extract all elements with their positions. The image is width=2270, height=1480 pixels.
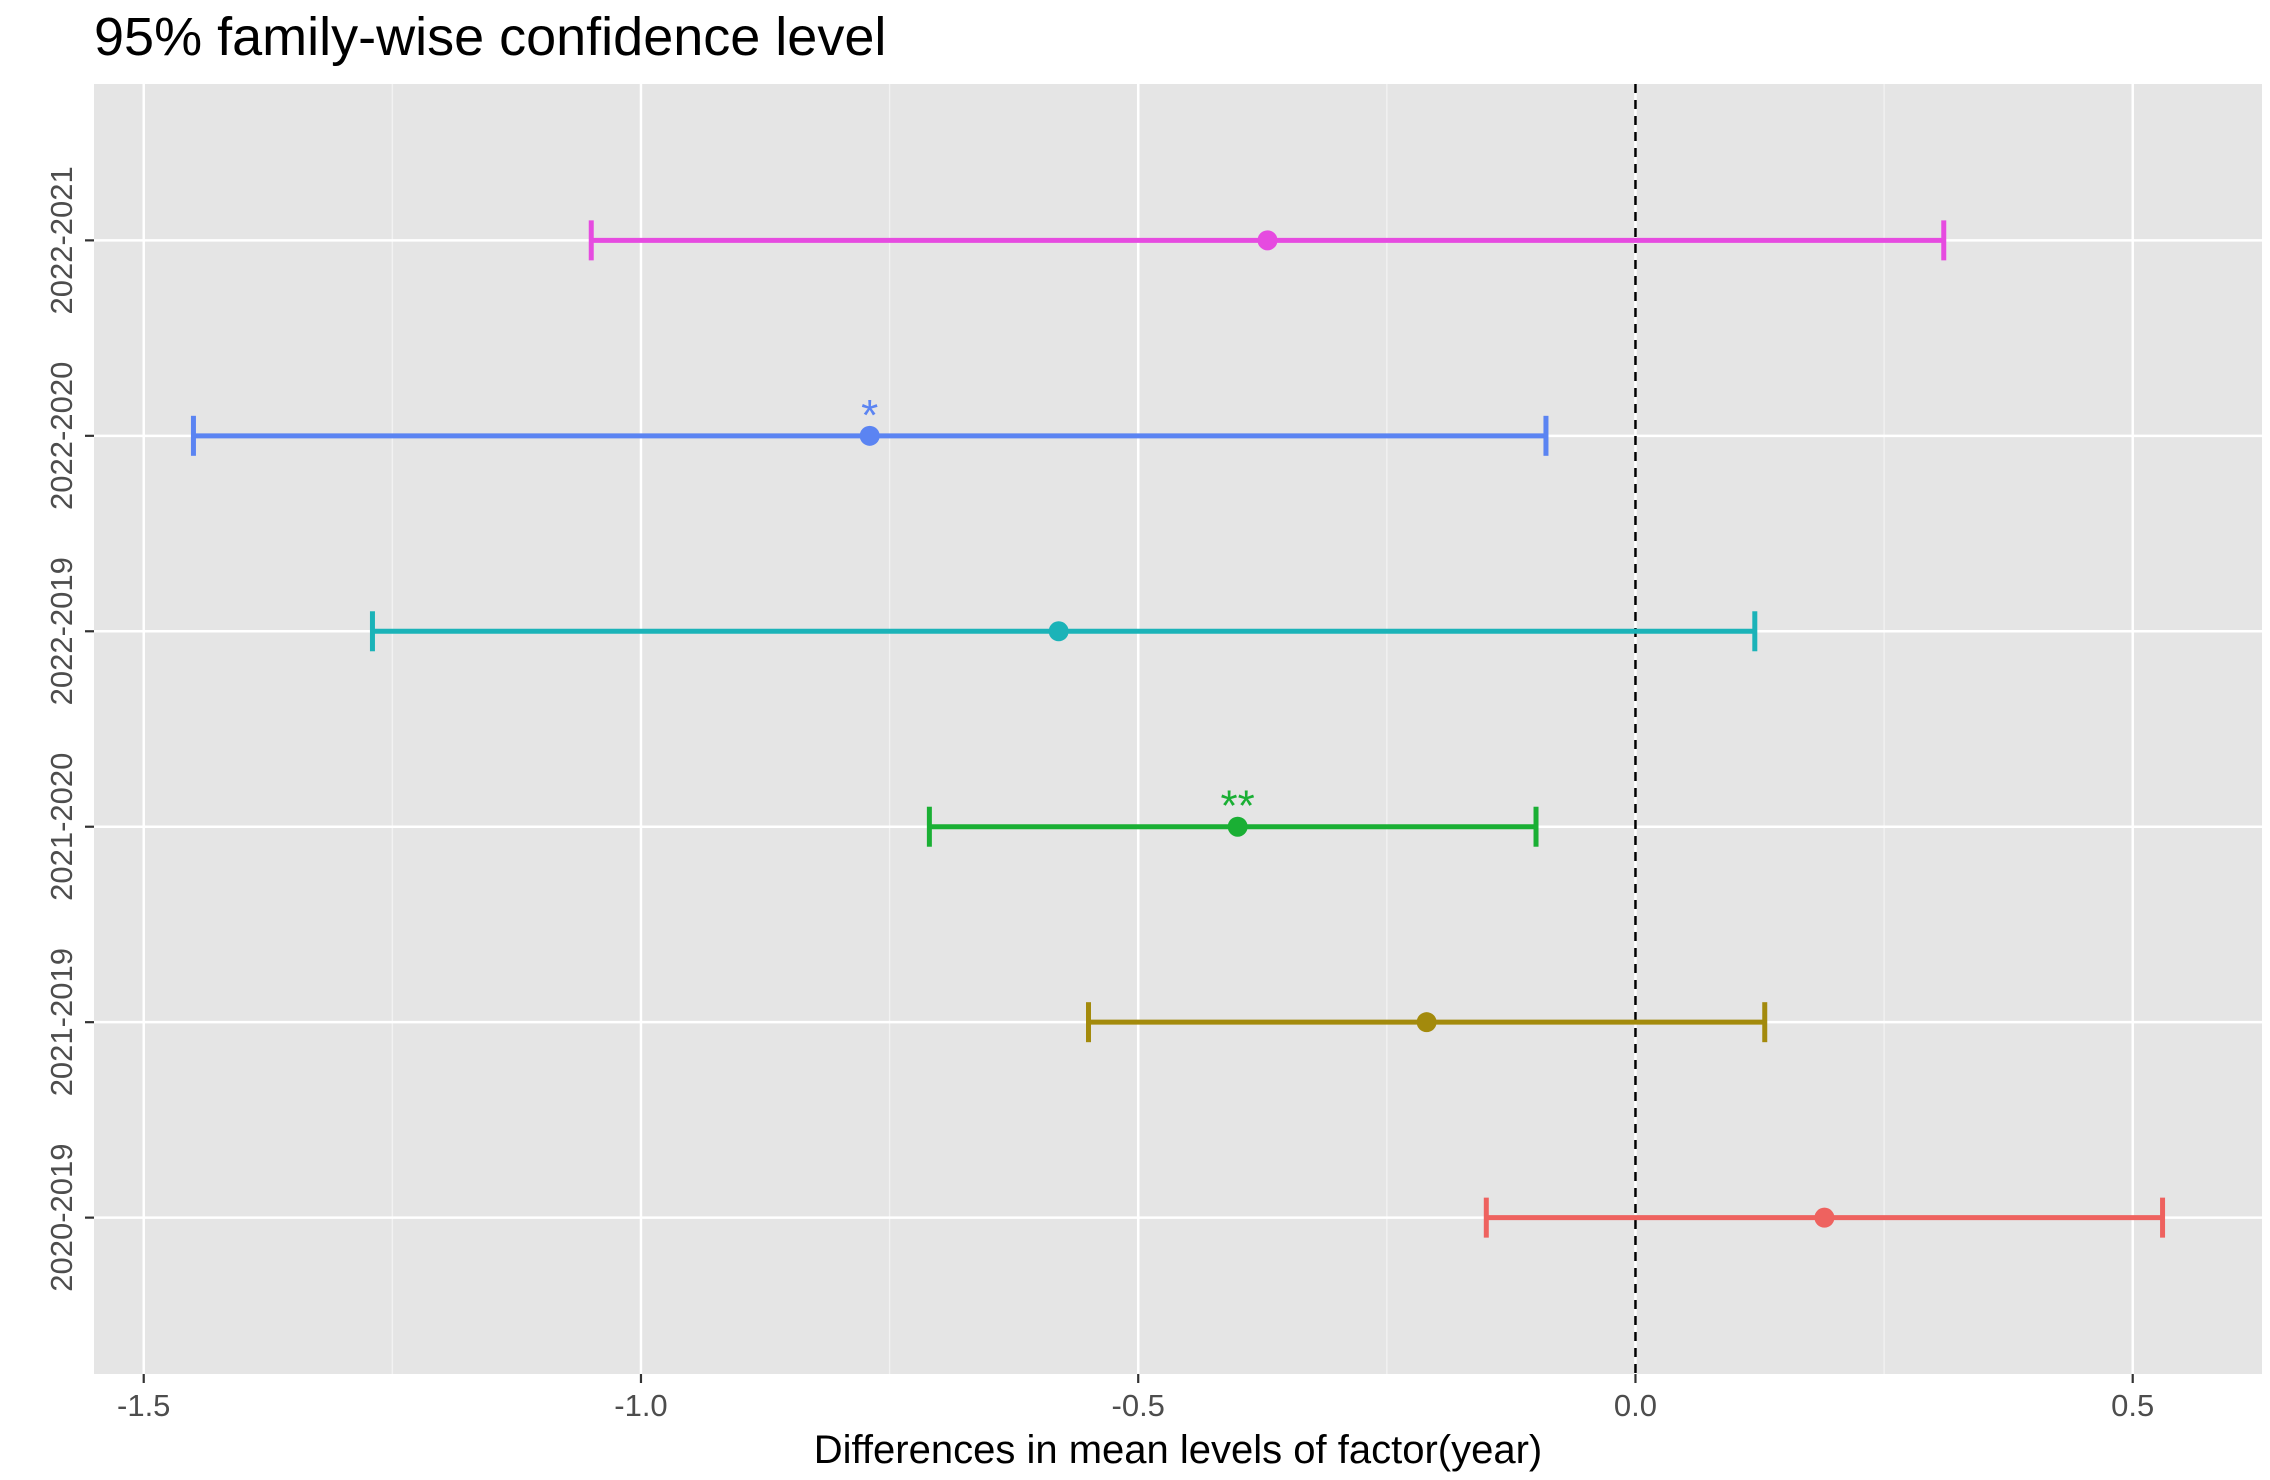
confidence-intervals: ***: [190, 220, 2166, 1238]
x-tick-label: -0.5: [1112, 1388, 1165, 1423]
minor-gridlines: [391, 84, 1885, 1374]
estimate-point: [859, 425, 880, 446]
y-tick-label: 2021-2020: [44, 753, 79, 901]
x-tick-label: -1.0: [614, 1388, 667, 1423]
y-tick-label: 2022-2019: [44, 557, 79, 705]
y-tick-label: 2022-2021: [44, 166, 79, 314]
estimate-point: [1416, 1012, 1437, 1033]
y-tick-label: 2020-2019: [44, 1144, 79, 1292]
y-tick-label: 2021-2019: [44, 948, 79, 1096]
interval-2021-2020: **: [926, 782, 1539, 847]
interval-2022-2021: [588, 220, 1947, 261]
x-tick-label: 0.5: [2111, 1388, 2154, 1423]
y-axis: 2022-2021 2022-2020 2022-2019 2021-2020 2021…: [44, 166, 94, 1292]
significance-annotation: *: [861, 391, 878, 440]
estimate-point: [1048, 621, 1069, 642]
estimate-point: [1227, 816, 1248, 837]
x-axis-title: Differences in mean levels of factor(yea…: [814, 1428, 1542, 1472]
interval-2020-2019: [1483, 1197, 2166, 1238]
x-tick-label: 0.0: [1614, 1388, 1657, 1423]
interval-2021-2019: [1085, 1002, 1768, 1043]
x-tick-label: -1.5: [117, 1388, 170, 1423]
interval-2022-2019: [369, 611, 1758, 652]
y-tick-label: 2022-2020: [44, 362, 79, 510]
x-axis: -1.5 -1.0 -0.5 0.0 0.5: [117, 1374, 2154, 1423]
chart-title: 95% family-wise confidence level: [94, 7, 886, 67]
plot-panel: [94, 84, 2262, 1374]
interval-2022-2020: *: [190, 391, 1549, 456]
estimate-point: [1257, 230, 1278, 251]
significance-annotation: **: [1221, 782, 1255, 831]
estimate-point: [1814, 1207, 1835, 1228]
